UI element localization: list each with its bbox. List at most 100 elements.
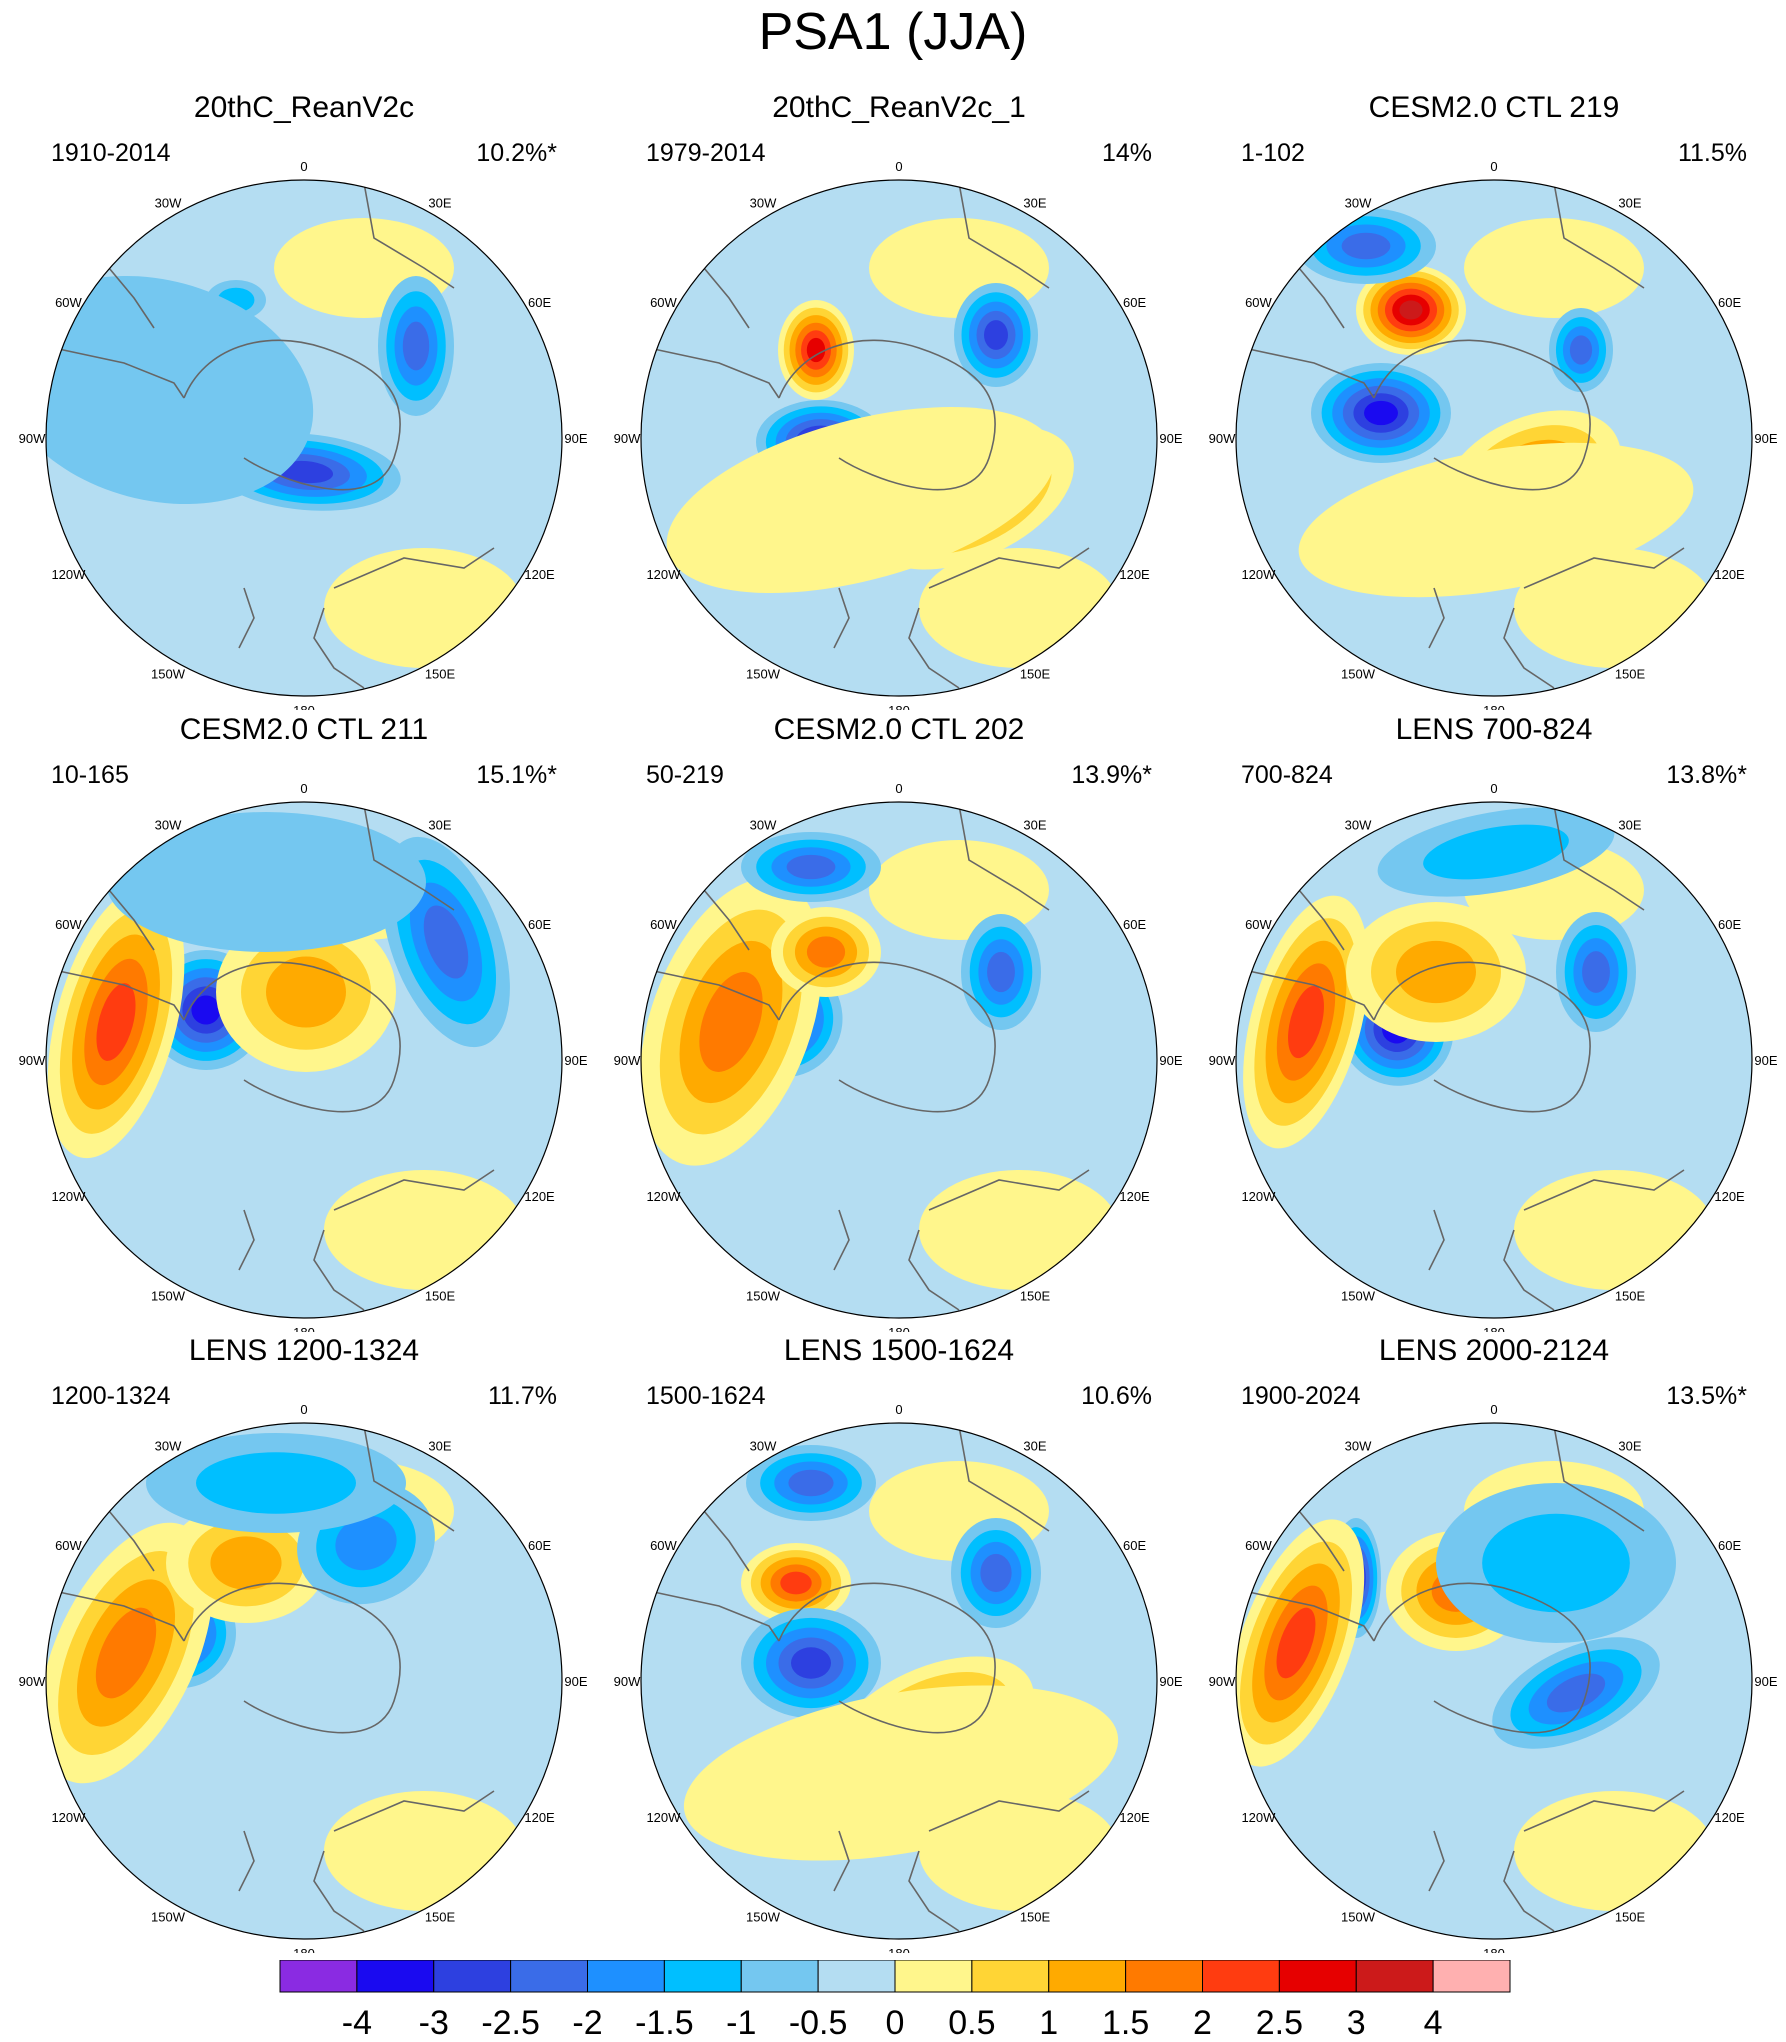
longitude-label: 120W [646,1189,681,1204]
panel-period: 1900-2024 [1241,1382,1361,1410]
colorbar-swatch [817,1960,896,1993]
longitude-label: 60E [1123,917,1146,932]
contour-field [1288,985,1324,1059]
contour-field [402,321,430,371]
longitude-label: 180 [293,703,315,710]
longitude-label: 30W [1345,1438,1372,1453]
longitude-label: 60E [1718,917,1741,932]
longitude-label: 120E [1714,1189,1745,1204]
longitude-label: 90E [1159,431,1182,446]
longitude-label: 120E [524,1810,555,1825]
polar-map: 0 30E 60E 90E 120E 150E 180 150W 120W 90W 60W 30W [19,159,588,710]
longitude-label: 150E [425,1910,456,1925]
colorbar-swatch [279,1960,358,1993]
polar-map: 0 30E 60E 90E 120E 150E 180 150W 120W 90W 60W 30W [19,781,588,1332]
contour-field [196,1452,356,1514]
colorbar-label: -2.5 [481,2004,540,2042]
map-panel: CESM2.0 CTL 219 1-102 11.5% 0 30E 60E 90E 120E 1… [1196,90,1786,710]
longitude-label: 30W [1345,817,1372,832]
longitude-label: 0 [1490,159,1497,174]
longitude-label: 30E [428,817,451,832]
contour-field [683,1685,1119,1861]
longitude-label: 150W [746,1910,781,1925]
longitude-label: 30W [155,1438,182,1453]
map-boundary [640,179,1158,697]
map-boundary [45,801,563,1319]
longitude-label: 90E [564,431,587,446]
longitude-label: 0 [1490,781,1497,796]
colorbar-label: -1 [726,2004,756,2042]
longitude-label: 120E [1714,567,1745,582]
longitude-label: 150W [746,1289,781,1304]
longitude-label: 150E [1020,1910,1051,1925]
panel-variance: 13.8%* [1666,761,1747,789]
longitude-label: 0 [300,781,307,796]
map-panel: LENS 2000-2124 1900-2024 13.5%* 0 30E 60E 90E 1… [1196,1333,1786,1953]
panel-period: 1500-1624 [646,1382,766,1410]
longitude-label: 0 [300,1402,307,1417]
contour-field [806,936,846,968]
longitude-label: 150E [1020,667,1051,682]
longitude-label: 150W [1341,1289,1376,1304]
longitude-label: 180 [888,703,910,710]
longitude-label: 120E [524,567,555,582]
contour-field [1546,1673,1606,1713]
longitude-label: 150W [746,667,781,682]
colorbar-swatch [510,1960,588,1993]
longitude-label: 90W [19,431,46,446]
panel-title: LENS 700-824 [1395,713,1593,746]
longitude-label: 150E [1615,1289,1646,1304]
longitude-label: 90E [564,1053,587,1068]
longitude-label: 150W [151,1910,186,1925]
contour-field [791,1647,831,1679]
longitude-label: 120E [1714,1810,1745,1825]
longitude-label: 90W [614,1674,641,1689]
longitude-label: 120E [1119,1810,1150,1825]
panel-title: CESM2.0 CTL 219 [1368,91,1620,124]
longitude-label: 60W [650,1538,677,1553]
longitude-label: 30W [750,195,777,210]
longitude-label: 150W [1341,667,1376,682]
longitude-label: 60W [1245,1538,1272,1553]
panel-period: 700-824 [1241,761,1333,789]
panel-title: CESM2.0 CTL 211 [179,713,429,746]
panel-title: LENS 1500-1624 [783,1334,1015,1367]
panel-title: LENS 2000-2124 [1378,1334,1610,1367]
longitude-label: 30W [750,1438,777,1453]
longitude-label: 180 [1483,1325,1505,1332]
coastline [648,182,1090,689]
longitude-label: 60W [55,295,82,310]
colorbar-swatch [433,1960,512,1993]
contour-field [1396,940,1476,1004]
longitude-label: 150W [1341,1910,1376,1925]
longitude-label: 0 [895,159,902,174]
colorbar-label: -3 [419,2004,449,2042]
map-panel: CESM2.0 CTL 211 10-165 15.1%* 0 30E 60E 90E 120… [6,712,602,1332]
longitude-label: 180 [1483,703,1505,710]
map-panel: LENS 1200-1324 1200-1324 11.7% 0 30E 60E 90E 12… [6,1333,602,1953]
longitude-label: 120W [51,1189,86,1204]
longitude-label: 30E [1618,817,1641,832]
longitude-label: 90E [1754,1674,1777,1689]
polar-map: 0 30E 60E 90E 120E 150E 180 150W 120W 90W 60W 30W [614,159,1183,710]
colorbar-label: -0.5 [789,2004,848,2042]
figure-title: PSA1 (JJA) [758,3,1028,61]
panel-title: LENS 1200-1324 [188,1334,420,1367]
longitude-label: 30W [750,817,777,832]
polar-map: 0 30E 60E 90E 120E 150E 180 150W 120W 90W 60W 30W [19,1402,588,1953]
longitude-label: 120W [51,1810,86,1825]
map-panel: LENS 700-824 700-824 13.8%* 0 30E 60E 90E 120E 1… [1196,712,1786,1332]
longitude-label: 180 [888,1325,910,1332]
longitude-label: 30E [1023,817,1046,832]
contour-field [987,951,1015,993]
contour-field [980,1553,1012,1593]
panel-period: 1979-2014 [646,139,766,167]
longitude-label: 60W [55,1538,82,1553]
panel-variance: 14% [1101,139,1152,167]
contour-field [788,1469,834,1497]
colorbar-swatch [1278,1960,1357,1993]
contour-field [95,1607,157,1699]
panel-period: 1910-2014 [51,139,171,167]
panel-variance: 13.9%* [1071,761,1152,789]
colorbar-swatch [740,1960,819,1993]
